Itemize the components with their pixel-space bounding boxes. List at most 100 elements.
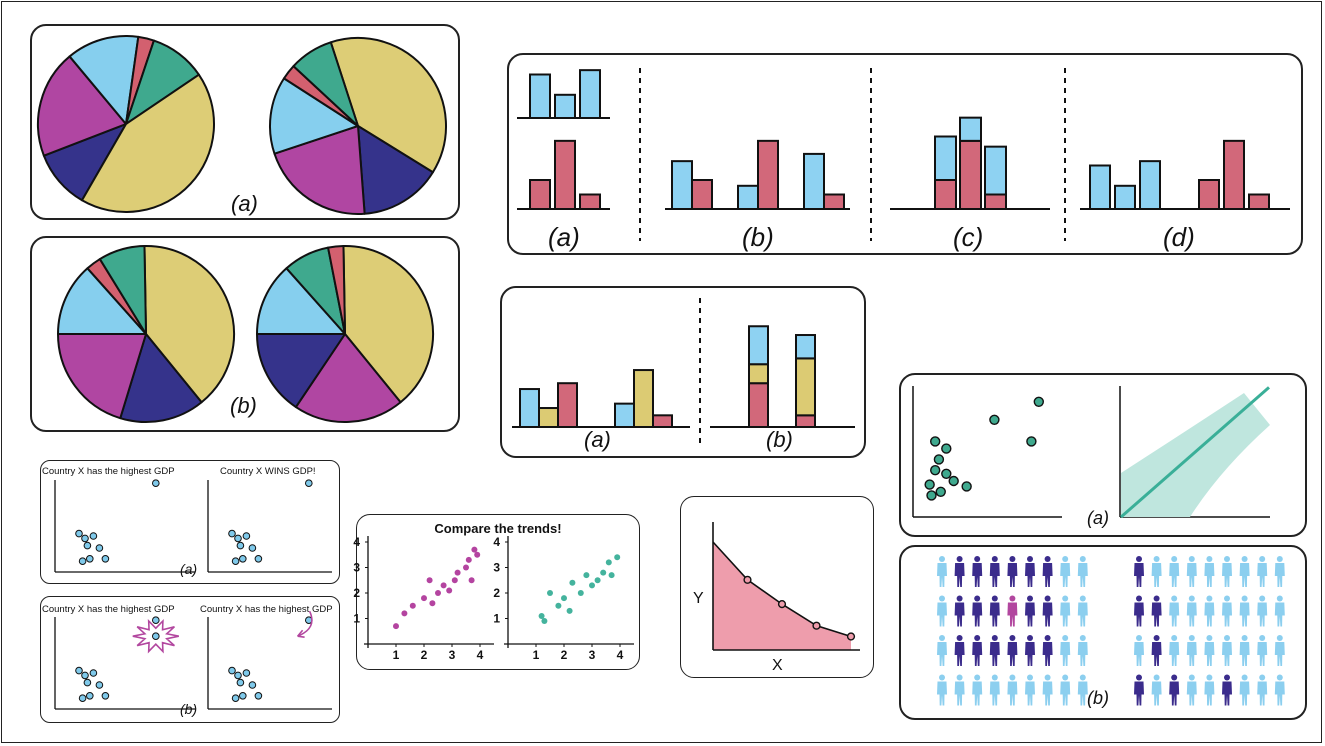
scatter-label: (a) — [1087, 508, 1109, 528]
data-point — [409, 602, 416, 609]
person-icon — [1169, 595, 1180, 627]
data-point — [75, 529, 83, 538]
person-head — [1079, 674, 1086, 681]
data-point — [81, 671, 89, 680]
person-icon — [1274, 595, 1285, 627]
person-head — [939, 595, 945, 602]
person-body — [1274, 602, 1285, 627]
person-icon — [1222, 595, 1232, 627]
person-head — [1206, 595, 1213, 602]
data-point — [236, 541, 245, 550]
bar — [748, 325, 769, 366]
bar — [519, 388, 540, 429]
person-icon — [937, 556, 947, 587]
person-body — [1077, 602, 1088, 627]
person-head — [1259, 635, 1266, 641]
data-point — [234, 534, 242, 543]
data-point — [393, 623, 399, 630]
person-head — [1027, 674, 1033, 681]
person-icon — [1151, 674, 1162, 706]
y-tick-label: 1 — [353, 612, 360, 626]
person-head — [1276, 635, 1283, 641]
person-icon — [1060, 674, 1071, 706]
person-head — [1136, 674, 1142, 681]
data-point — [86, 555, 94, 563]
person-body — [1007, 602, 1018, 627]
person-icon — [972, 674, 983, 706]
bar — [652, 414, 673, 429]
person-icon — [1257, 556, 1268, 587]
person-body — [1239, 681, 1250, 706]
data-point — [95, 544, 104, 552]
person-body — [1222, 642, 1232, 666]
data-point — [614, 554, 621, 561]
person-head — [939, 635, 945, 641]
person-icon — [989, 556, 1000, 587]
pie-charts — [37, 35, 447, 423]
highlighted-point — [152, 632, 160, 641]
person-icon — [1042, 635, 1053, 666]
person-icon — [1025, 595, 1035, 627]
person-body — [1007, 642, 1018, 666]
person-icon — [1204, 635, 1215, 666]
person-icon — [954, 635, 965, 666]
person-body — [1186, 563, 1197, 587]
pie-slice — [329, 37, 447, 174]
gdp-panel-b — [40, 596, 340, 723]
bar — [737, 184, 759, 211]
data-point — [474, 551, 481, 558]
data-point — [234, 671, 242, 680]
person-body — [1257, 642, 1268, 666]
person-icon — [1134, 674, 1144, 706]
pie-slice — [98, 245, 147, 335]
person-icon — [1077, 635, 1088, 666]
bar — [1089, 164, 1111, 210]
data-point — [605, 559, 612, 566]
bar — [1139, 160, 1161, 210]
person-body — [1204, 602, 1215, 627]
bar — [633, 369, 654, 428]
person-body — [989, 681, 1000, 706]
bar-top-label-a: (a) — [548, 222, 580, 252]
data-point — [81, 534, 89, 543]
person-head — [1009, 635, 1016, 641]
person-head — [1224, 635, 1230, 641]
bar — [757, 139, 779, 211]
person-body — [989, 642, 1000, 666]
bar — [1248, 193, 1270, 210]
data-point — [83, 541, 92, 550]
person-body — [1134, 681, 1144, 706]
person-icon — [1060, 635, 1071, 666]
person-head — [1259, 595, 1266, 602]
person-head — [1079, 635, 1086, 641]
regression-line — [1120, 386, 1270, 519]
person-head — [1079, 556, 1086, 562]
person-body — [1169, 681, 1180, 706]
bar — [795, 357, 816, 417]
person-body — [972, 602, 983, 627]
person-head — [974, 595, 981, 602]
person-head — [1062, 674, 1069, 681]
x-tick-label: 2 — [561, 648, 568, 662]
data-point — [561, 595, 567, 602]
person-head — [1241, 635, 1248, 641]
person-body — [989, 602, 1000, 627]
person-body — [1042, 563, 1053, 587]
bar-top-label-c: (c) — [953, 222, 983, 252]
person-body — [1151, 642, 1162, 666]
person-head — [1171, 635, 1178, 641]
pie-slice — [269, 77, 359, 155]
person-body — [937, 563, 947, 587]
person-icon — [1060, 595, 1071, 627]
data-point — [248, 544, 257, 552]
person-icon — [1169, 635, 1180, 666]
arrow-head-icon — [296, 629, 305, 638]
data-point — [78, 557, 87, 566]
person-head — [1224, 556, 1230, 562]
person-head — [1206, 674, 1213, 681]
person-head — [1153, 674, 1160, 681]
bar — [803, 152, 825, 210]
y-tick-label: 2 — [353, 586, 360, 600]
person-head — [1079, 595, 1086, 602]
